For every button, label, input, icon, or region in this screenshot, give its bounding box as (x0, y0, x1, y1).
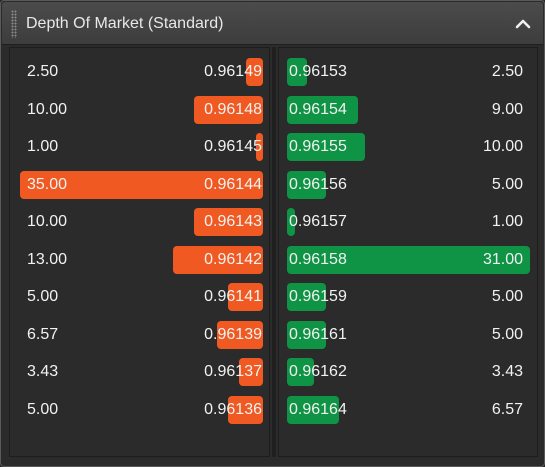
ask-volume: 10.00 (482, 138, 523, 155)
ask-price: 0.96157 (289, 213, 347, 230)
ask-volume-bar (287, 283, 326, 311)
ask-row[interactable]: 0.96155 10.00 (287, 133, 530, 161)
ask-price: 0.96156 (289, 175, 347, 193)
panel-divider (272, 47, 276, 457)
ask-row[interactable]: 0.96154 9.00 (287, 95, 530, 124)
ask-volume-bar (287, 133, 365, 161)
ask-volume: 9.00 (491, 100, 523, 118)
bid-row[interactable]: 6.57 0.96139 (18, 320, 263, 349)
widget-title: Depth Of Market (Standard) (26, 15, 224, 32)
bid-volume-bar (256, 133, 263, 161)
ask-volume: 6.57 (491, 400, 523, 418)
bid-row[interactable]: 5.00 0.96136 (18, 395, 263, 424)
ask-volume-bar (287, 95, 358, 124)
bid-price: 0.96139 (204, 325, 262, 343)
bid-row[interactable]: 35.00 0.96144 (18, 170, 263, 199)
bid-volume: 2.50 (27, 63, 59, 80)
bid-volume: 10.00 (27, 100, 68, 118)
ask-volume: 5.00 (491, 175, 523, 193)
ask-price: 0.96159 (289, 288, 347, 305)
bid-volume: 1.00 (27, 138, 59, 155)
bid-row[interactable]: 5.00 0.96141 (18, 283, 263, 311)
bid-volume: 35.00 (27, 175, 68, 193)
ask-row[interactable]: 0.96156 5.00 (287, 170, 530, 199)
bid-volume-bar (217, 320, 263, 349)
bid-volume: 13.00 (27, 250, 68, 268)
bid-price: 0.96144 (204, 175, 262, 193)
ask-price: 0.96162 (289, 363, 347, 380)
bid-volume: 6.57 (27, 325, 59, 343)
bid-volume-bar (194, 95, 263, 124)
ask-volume: 5.00 (491, 288, 523, 305)
chevron-up-icon-graphic (515, 19, 531, 29)
ask-volume-bar (287, 58, 307, 86)
bid-volume-bar (173, 245, 263, 274)
bid-volume-bar (194, 208, 263, 236)
ask-volume-bar (287, 245, 530, 274)
ask-volume-bar (287, 320, 326, 349)
ask-row[interactable]: 0.96153 2.50 (287, 58, 530, 86)
bid-row[interactable]: 13.00 0.96142 (18, 245, 263, 274)
bid-volume-bar (228, 283, 263, 311)
bid-price: 0.96145 (204, 138, 262, 155)
ask-price: 0.96154 (289, 100, 347, 118)
ask-price: 0.96153 (289, 63, 347, 80)
ask-row[interactable]: 0.96158 31.00 (287, 245, 530, 274)
bid-price: 0.96148 (204, 100, 262, 118)
bid-price: 0.96142 (204, 250, 262, 268)
ask-volume: 1.00 (491, 213, 523, 230)
bid-volume: 5.00 (27, 288, 59, 305)
bid-volume: 3.43 (27, 363, 59, 380)
drag-handle-icon[interactable] (11, 10, 17, 38)
bid-price: 0.96141 (204, 288, 262, 305)
bid-price: 0.96143 (204, 213, 262, 230)
ask-price: 0.96155 (289, 138, 347, 155)
widget-header[interactable]: Depth Of Market (Standard) (2, 2, 543, 45)
bid-row[interactable]: 3.43 0.96137 (18, 358, 263, 386)
ask-volume-bar (287, 170, 326, 199)
bid-side-panel: 2.50 0.96149 10.00 0.96148 1.00 0.96145 35.00 0… (9, 47, 270, 457)
bid-volume: 10.00 (27, 213, 68, 230)
ask-row[interactable]: 0.96162 3.43 (287, 358, 530, 386)
ask-volume: 31.00 (482, 250, 523, 268)
bid-row[interactable]: 1.00 0.96145 (18, 133, 263, 161)
ask-row[interactable]: 0.96159 5.00 (287, 283, 530, 311)
bid-volume-bar (228, 395, 263, 424)
bid-price: 0.96149 (204, 63, 262, 80)
bid-volume-bar (20, 170, 263, 199)
ask-price: 0.96158 (289, 250, 347, 268)
bid-volume: 5.00 (27, 400, 59, 418)
bid-row[interactable]: 10.00 0.96148 (18, 95, 263, 124)
ask-volume: 5.00 (491, 325, 523, 343)
ask-volume: 3.43 (491, 363, 523, 380)
ask-row[interactable]: 0.96157 1.00 (287, 208, 530, 236)
bid-price: 0.96136 (204, 400, 262, 418)
ask-volume-bar (287, 358, 314, 386)
ask-volume: 2.50 (491, 63, 523, 80)
ask-volume-bar (287, 208, 295, 236)
bid-row[interactable]: 2.50 0.96149 (18, 58, 263, 86)
ask-row[interactable]: 0.96161 5.00 (287, 320, 530, 349)
bid-volume-bar (239, 358, 263, 386)
chevron-up-icon[interactable] (511, 12, 535, 36)
bid-volume-bar (246, 58, 263, 86)
ask-side-panel: 0.96153 2.50 0.96154 9.00 0.96155 10.00 0.9615… (278, 47, 538, 457)
ask-price: 0.96161 (289, 325, 347, 343)
ask-price: 0.96164 (289, 400, 347, 418)
bid-price: 0.96137 (204, 363, 262, 380)
bid-row[interactable]: 10.00 0.96143 (18, 208, 263, 236)
ask-volume-bar (287, 395, 339, 424)
ask-row[interactable]: 0.96164 6.57 (287, 395, 530, 424)
